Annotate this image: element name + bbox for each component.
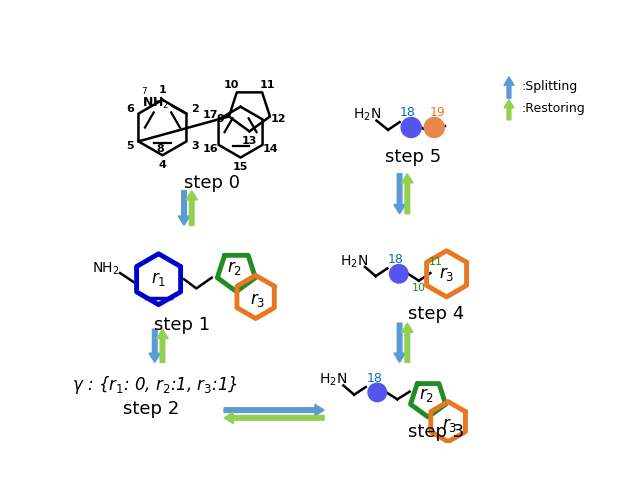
Text: NH$_2$: NH$_2$	[92, 260, 120, 276]
Text: 9: 9	[216, 115, 224, 124]
Text: 13: 13	[242, 135, 257, 145]
Text: H$_2$N: H$_2$N	[319, 372, 347, 388]
Polygon shape	[136, 254, 180, 305]
Text: 18: 18	[400, 107, 416, 120]
Text: 1: 1	[159, 85, 166, 95]
Text: 10: 10	[412, 283, 426, 293]
Text: $^7$: $^7$	[141, 87, 148, 100]
Text: $r_3$: $r_3$	[250, 291, 265, 309]
FancyArrow shape	[394, 174, 405, 214]
Text: 15: 15	[233, 162, 248, 172]
FancyArrow shape	[157, 329, 168, 363]
Text: 2: 2	[191, 104, 199, 114]
FancyArrow shape	[401, 323, 413, 363]
Polygon shape	[218, 255, 255, 291]
FancyArrow shape	[224, 412, 324, 424]
Text: $\gamma$ : {$r_1$: 0, $r_2$:1, $r_3$:1}: $\gamma$ : {$r_1$: 0, $r_2$:1, $r_3$:1}	[72, 374, 237, 396]
Text: step 4: step 4	[408, 305, 464, 323]
Text: $r_3$: $r_3$	[439, 265, 454, 283]
Text: 14: 14	[263, 144, 278, 154]
Text: 18: 18	[388, 253, 404, 266]
Text: 17: 17	[203, 110, 218, 120]
Text: :Restoring: :Restoring	[521, 102, 585, 115]
Text: 18: 18	[366, 372, 382, 385]
Text: 10: 10	[223, 80, 239, 90]
Text: step 2: step 2	[123, 400, 179, 418]
Polygon shape	[237, 275, 275, 319]
FancyArrow shape	[224, 404, 324, 416]
Text: 5: 5	[126, 141, 134, 151]
Polygon shape	[410, 383, 445, 417]
Circle shape	[401, 118, 421, 137]
Text: 3: 3	[191, 141, 199, 151]
Text: :Splitting: :Splitting	[521, 80, 577, 93]
FancyArrow shape	[394, 323, 405, 363]
FancyArrow shape	[186, 191, 198, 225]
Text: step 3: step 3	[408, 423, 464, 441]
FancyArrow shape	[178, 191, 190, 225]
FancyArrow shape	[149, 329, 161, 363]
FancyArrow shape	[504, 77, 514, 98]
Text: NH$_2$: NH$_2$	[142, 96, 170, 111]
Circle shape	[390, 264, 408, 283]
Text: 19: 19	[429, 107, 445, 120]
Text: 16: 16	[203, 144, 218, 154]
Text: 4: 4	[159, 160, 166, 170]
Text: $r_2$: $r_2$	[419, 386, 434, 404]
Text: H$_2$N: H$_2$N	[353, 107, 381, 124]
Polygon shape	[431, 402, 465, 442]
FancyArrow shape	[504, 100, 514, 120]
Text: 11: 11	[260, 80, 275, 90]
Text: $r_3$: $r_3$	[442, 416, 458, 434]
Polygon shape	[427, 250, 467, 297]
Text: $r_2$: $r_2$	[227, 258, 243, 277]
Text: $r_1$: $r_1$	[151, 270, 166, 288]
Text: step 0: step 0	[184, 174, 241, 192]
Text: step 5: step 5	[385, 148, 441, 166]
Text: 12: 12	[271, 115, 287, 124]
Circle shape	[368, 383, 387, 402]
Circle shape	[424, 118, 444, 137]
Text: 8: 8	[156, 144, 164, 154]
Text: 11: 11	[429, 256, 443, 266]
FancyArrow shape	[401, 174, 413, 214]
Text: 6: 6	[126, 104, 134, 114]
Text: step 1: step 1	[154, 316, 210, 335]
Text: H$_2$N: H$_2$N	[340, 253, 368, 270]
